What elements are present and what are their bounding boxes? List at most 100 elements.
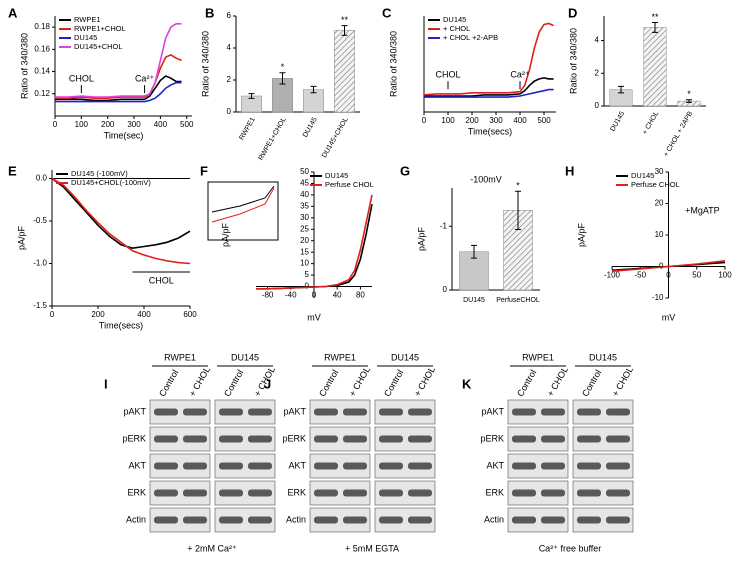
blot-band — [541, 516, 565, 524]
group-label: DU145 — [589, 352, 617, 362]
y-tick-label: 40 — [300, 190, 309, 199]
lane-label: Control — [157, 368, 180, 398]
blot-band — [408, 462, 432, 470]
blot-band — [577, 435, 601, 443]
blot-band — [606, 408, 630, 416]
blot-band — [248, 489, 272, 497]
x-tick-label: 400 — [513, 116, 527, 125]
blot-band — [314, 462, 338, 470]
blot-caption: Ca²⁺ free buffer — [539, 543, 602, 553]
legend-label: + CHOL +2-APB — [443, 33, 498, 42]
x-tick-label: 0 — [422, 116, 427, 125]
x-tick-label: 600 — [183, 310, 197, 319]
x-axis-label: Time(sec) — [104, 130, 144, 140]
y-tick-label: 0 — [443, 285, 448, 294]
x-axis-label: Time(secs) — [468, 126, 512, 136]
inset-trace — [211, 187, 275, 223]
x-axis-label: Time(secs) — [99, 320, 143, 330]
y-tick-label: 45 — [300, 179, 309, 188]
x-tick-label: 400 — [154, 120, 168, 129]
blot-band — [408, 489, 432, 497]
y-axis-label: pA/pF — [16, 225, 26, 250]
legend-label: DU145+CHOL — [74, 42, 123, 51]
blot-band — [577, 462, 601, 470]
annotation: Ca²⁺ — [510, 70, 530, 80]
blot-band — [219, 462, 243, 470]
x-axis-label: mV — [307, 312, 321, 322]
significance-marker: * — [516, 181, 520, 191]
blot-band — [512, 435, 536, 443]
error-bar — [618, 85, 624, 94]
significance-marker: ** — [651, 12, 659, 22]
bar — [334, 30, 355, 113]
blot-band — [541, 435, 565, 443]
x-tick-label: + CHOL — [642, 110, 661, 136]
series-line — [51, 177, 191, 250]
blot-band — [379, 408, 403, 416]
x-tick-label: 200 — [91, 310, 105, 319]
annotation: +MgATP — [685, 206, 720, 216]
x-tick-label: DU145+CHOL — [321, 116, 350, 159]
row-label: AKT — [128, 460, 146, 470]
series-line — [51, 177, 191, 265]
y-axis-label: pA/pF — [220, 222, 230, 247]
blot-band — [183, 489, 207, 497]
row-label: AKT — [486, 460, 504, 470]
panel-label: I — [104, 376, 108, 391]
legend-label: DU145 — [631, 171, 654, 180]
y-tick-label: 0 — [659, 262, 664, 271]
y-tick-label: 20 — [655, 199, 664, 208]
series-line — [611, 260, 726, 272]
error-bar — [652, 22, 658, 33]
y-tick-label: 0 — [227, 107, 232, 116]
y-tick-label: 0.12 — [34, 89, 50, 98]
row-label: Actin — [484, 514, 504, 524]
x-tick-label: 0 — [312, 291, 317, 300]
y-tick-label: 50 — [300, 167, 309, 176]
blot-band — [541, 408, 565, 416]
y-tick-label: 0 — [305, 282, 310, 291]
y-tick-label: 0.14 — [34, 67, 50, 76]
blot-band — [314, 435, 338, 443]
x-tick-label: 300 — [127, 120, 141, 129]
row-label: ERK — [485, 487, 504, 497]
row-label: ERK — [127, 487, 146, 497]
row-label: pAKT — [283, 406, 306, 416]
y-axis-label: Ratio of 340/380 — [388, 31, 398, 97]
panel-label: J — [264, 376, 271, 391]
x-tick-label: RWPE1 — [238, 116, 256, 141]
y-tick-label: 0 — [595, 101, 600, 110]
blot-band — [154, 435, 178, 443]
x-tick-label: 500 — [537, 116, 551, 125]
series-line — [55, 81, 182, 103]
x-tick-label: 0 — [666, 271, 671, 280]
group-label: RWPE1 — [522, 352, 554, 362]
y-tick-label: -1.0 — [33, 259, 47, 268]
y-tick-label: 25 — [300, 224, 309, 233]
lane-label: Control — [515, 368, 538, 398]
x-tick-label: 0 — [53, 120, 58, 129]
blot-band — [577, 516, 601, 524]
series-line — [55, 75, 182, 102]
annotation: CHOL — [435, 70, 460, 80]
significance-marker: * — [281, 62, 285, 72]
legend-label: DU145 — [74, 33, 97, 42]
error-bar — [248, 93, 255, 99]
y-axis-label: pA/pF — [416, 226, 426, 251]
x-tick-label: DU145 — [609, 110, 626, 132]
blot-caption: + 5mM EGTA — [345, 543, 399, 553]
legend-label: RWPE1 — [74, 15, 101, 24]
legend-label: Perfuse CHOL — [631, 180, 680, 189]
blot-band — [408, 408, 432, 416]
error-bar — [341, 25, 348, 36]
panel-label: K — [462, 376, 472, 391]
lane-label: + CHOL — [412, 365, 437, 398]
y-tick-label: 20 — [300, 236, 309, 245]
y-tick-label: 4 — [227, 43, 232, 52]
y-tick-label: 0.18 — [34, 22, 50, 31]
blot-band — [219, 516, 243, 524]
error-bar — [686, 99, 692, 103]
row-label: pAKT — [123, 406, 146, 416]
blot-band — [154, 408, 178, 416]
